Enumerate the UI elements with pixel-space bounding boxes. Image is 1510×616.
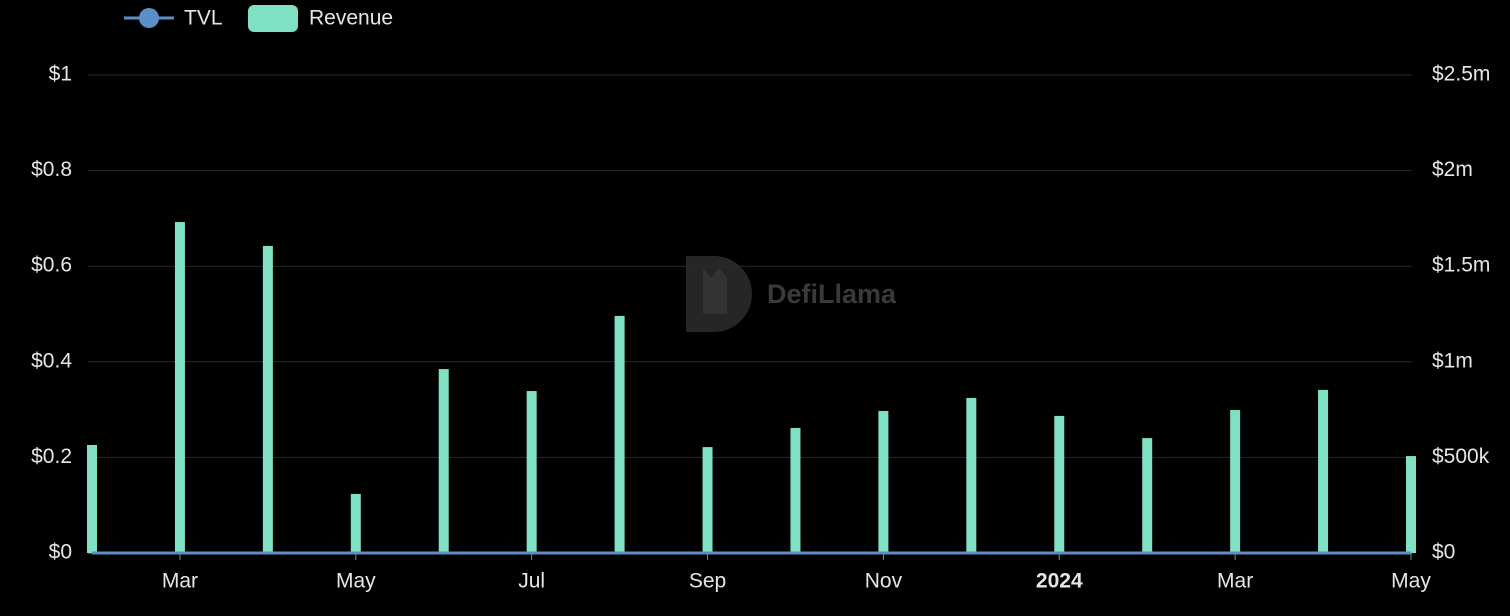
bar	[174, 222, 185, 553]
x-tick-label: Nov	[865, 570, 903, 593]
bar	[1406, 456, 1416, 553]
legend-marker[interactable]	[139, 8, 159, 28]
y-tick-label: $0	[49, 541, 72, 564]
y2-tick-label: $500k	[1432, 445, 1490, 468]
y-tick-label: $0.2	[31, 445, 72, 468]
bar	[438, 369, 449, 553]
x-tick-label: May	[336, 570, 376, 593]
watermark-logo	[686, 256, 752, 332]
x-tick-label: Mar	[1217, 570, 1253, 593]
bar	[702, 447, 713, 553]
x-tick-label: 2024	[1036, 570, 1083, 593]
bar	[790, 427, 801, 553]
y-tick-label: $0.8	[31, 158, 72, 181]
y2-tick-label: $0	[1432, 541, 1455, 564]
legend-label[interactable]: TVL	[184, 7, 223, 30]
bar	[1054, 415, 1065, 553]
x-tick-label: Mar	[162, 570, 198, 593]
bar	[1318, 389, 1329, 553]
bar	[262, 245, 273, 553]
bar	[526, 391, 537, 553]
y-tick-label: $1	[49, 63, 72, 86]
bar	[1142, 438, 1153, 553]
y2-tick-label: $1m	[1432, 349, 1473, 372]
bar	[614, 315, 625, 553]
bar	[1230, 409, 1241, 553]
bar	[878, 410, 889, 553]
x-tick-label: May	[1391, 570, 1431, 593]
y-tick-label: $0.4	[31, 349, 72, 372]
x-tick-label: Jul	[518, 570, 545, 593]
bar	[350, 493, 361, 553]
y2-tick-label: $2m	[1432, 158, 1473, 181]
y2-tick-label: $1.5m	[1432, 254, 1490, 277]
legend-marker[interactable]	[248, 5, 298, 32]
bar	[87, 444, 97, 553]
y2-tick-label: $2.5m	[1432, 63, 1490, 86]
y-tick-label: $0.6	[31, 254, 72, 277]
watermark: DefiLlama	[767, 279, 897, 309]
x-tick-label: Sep	[689, 570, 726, 593]
legend-label[interactable]: Revenue	[309, 7, 393, 30]
bar	[966, 397, 977, 553]
